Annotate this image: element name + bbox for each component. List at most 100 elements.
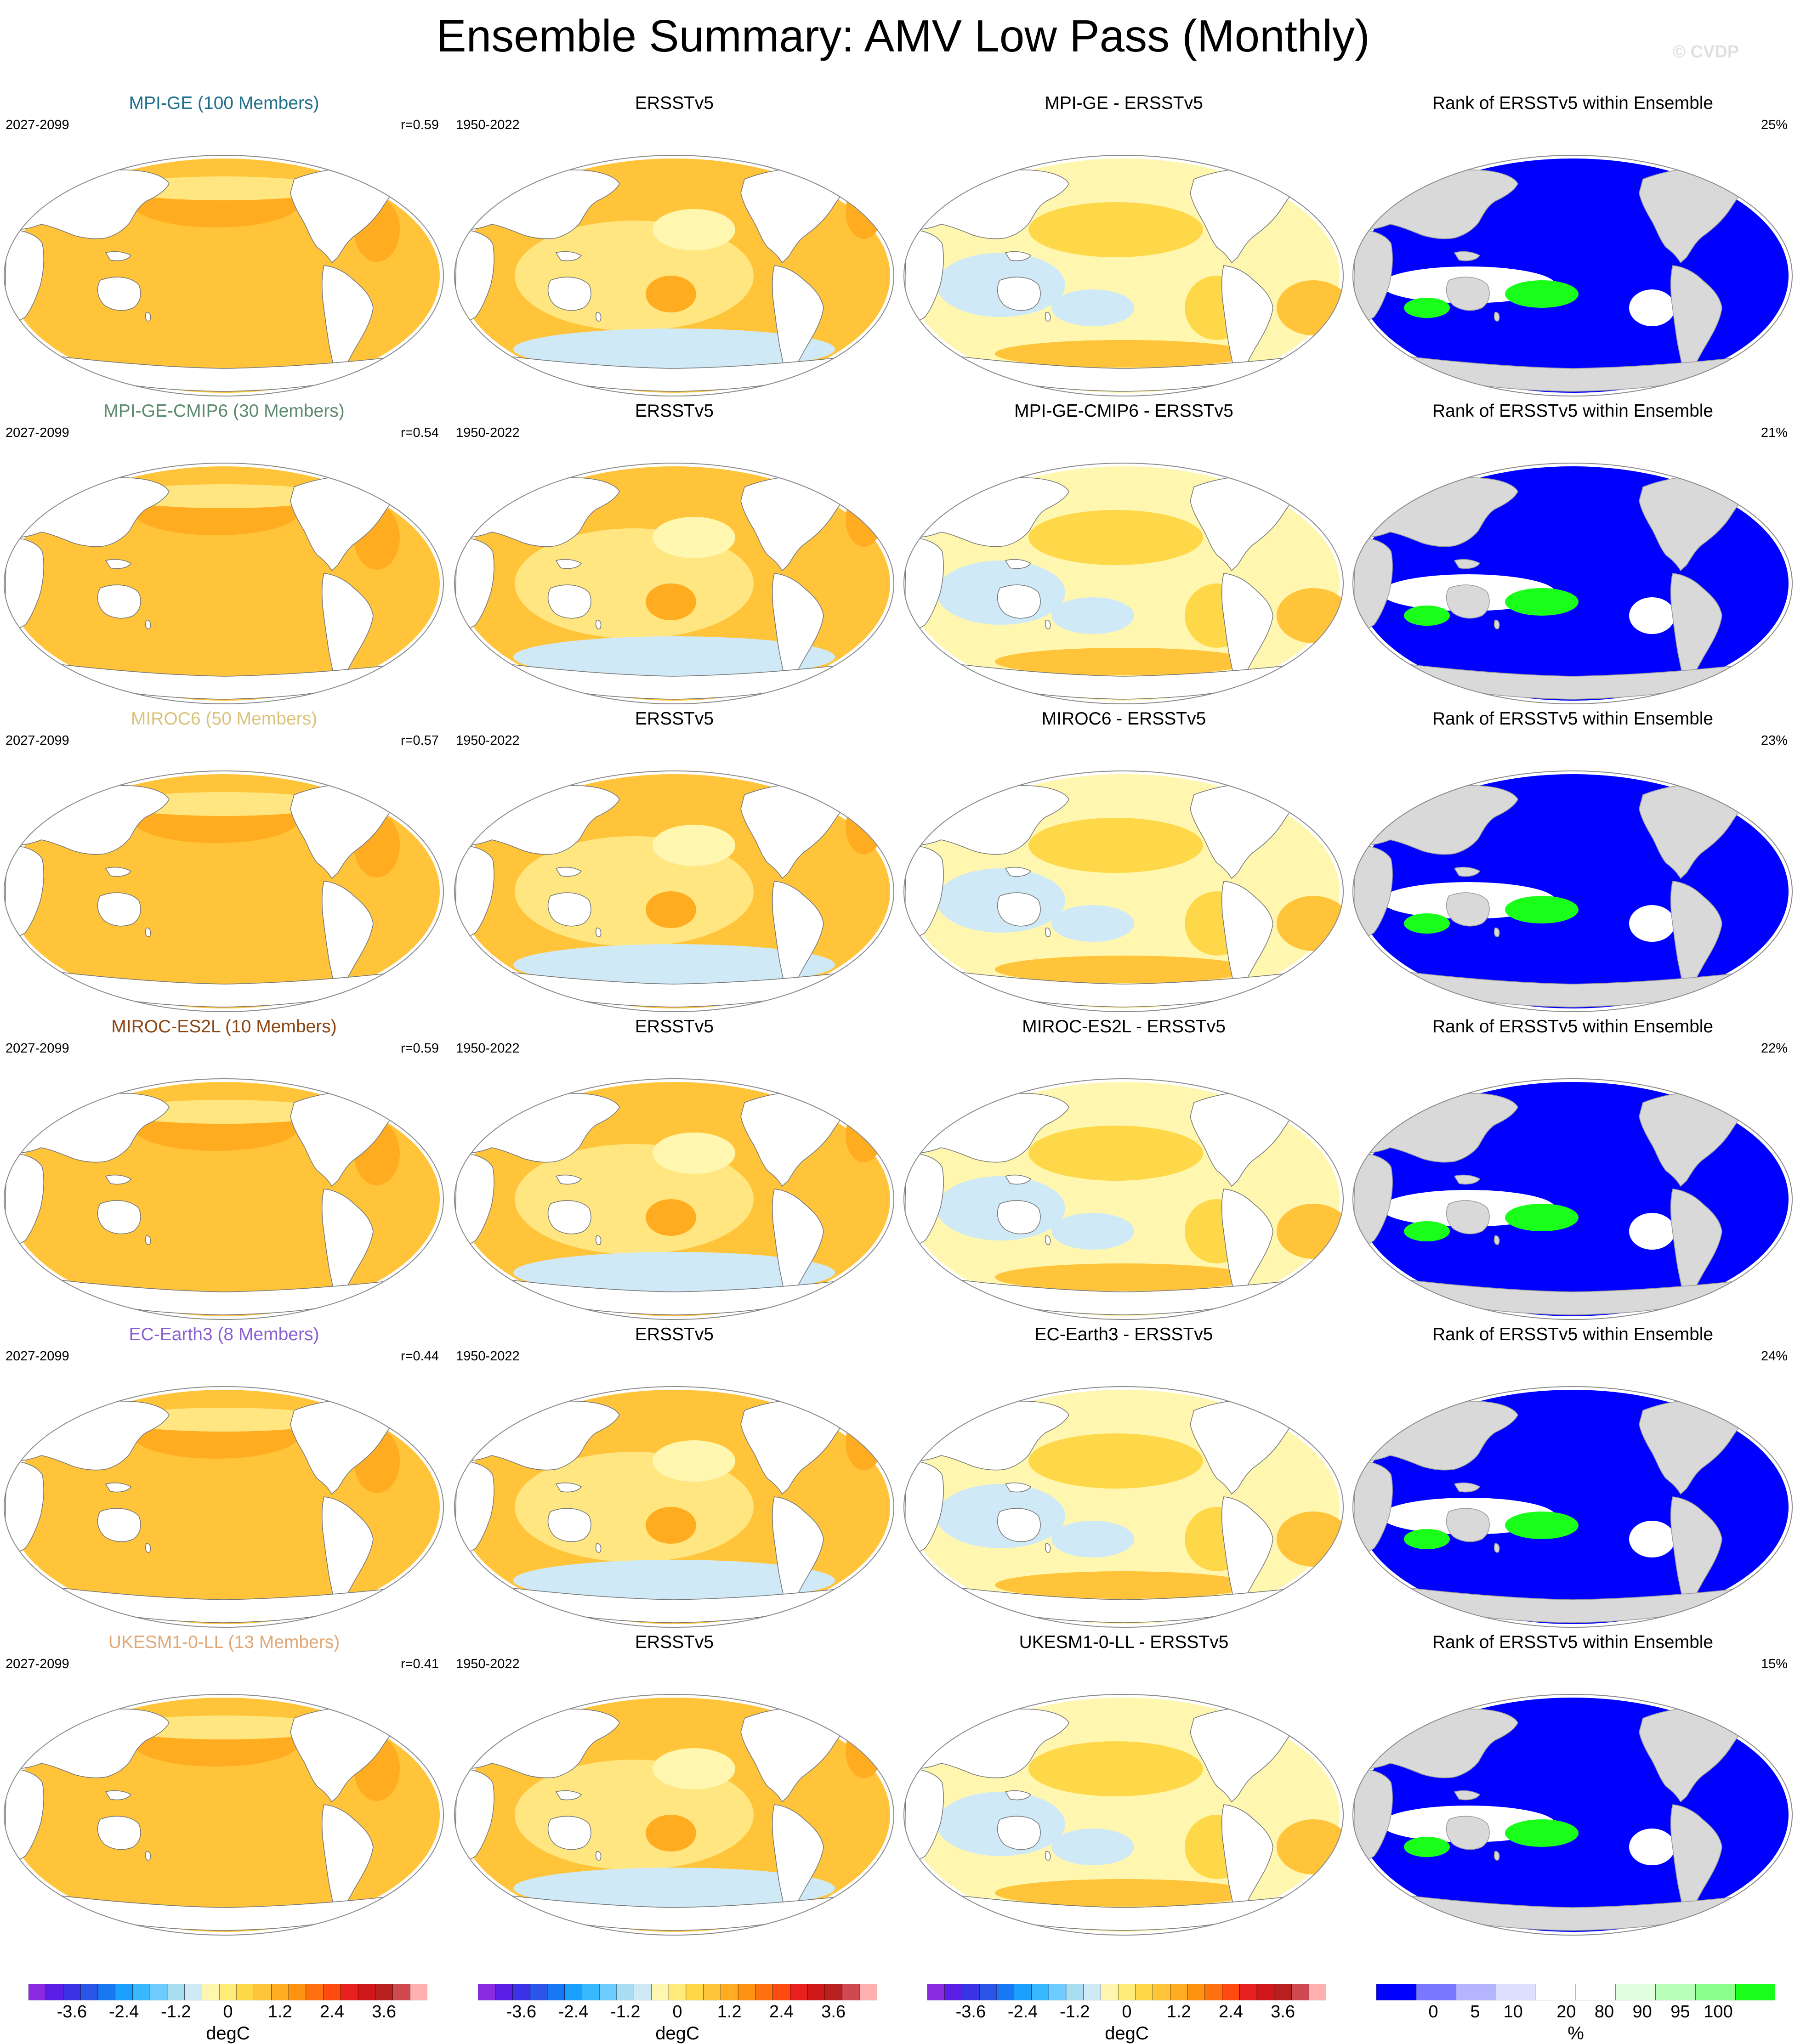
colorbar-tick-label: -1.2 [610,2002,641,2021]
colorbar-swatch [1535,1983,1576,2001]
field-patch [653,517,735,558]
colorbar-swatch [28,1983,46,2001]
colorbar-swatch [1575,1983,1616,2001]
colorbar-swatch [582,1983,600,2001]
colorbar-tick-label: -2.4 [108,2002,139,2021]
continent-shape [838,165,867,181]
colorbar-units: degC [655,2023,699,2044]
ocean-field [5,159,440,393]
field-patch [1028,202,1203,257]
continent-shape [388,1704,416,1720]
pattern-correlation: r=0.57 [400,733,439,748]
observed-panel: ERSSTv5 1950-2022 [450,1631,898,1940]
map-outline [1352,770,1793,1012]
field-patch [513,636,835,678]
field-patch [1277,280,1343,335]
continent-shape [555,251,582,261]
anomaly-colorbar: -3.6 -2.4 -1.2 0 1.2 2.4 3.6 degC [927,1983,1327,2044]
continent-shape [595,927,602,937]
continent-shape [1045,619,1051,629]
colorbar-swatch [495,1983,513,2001]
land-mask [904,781,1316,1008]
field-patch [653,825,735,866]
ocean-field [455,1390,890,1624]
map-outline [4,770,444,1012]
continent-shape [1454,1790,1481,1801]
rank-percent: 25% [1761,118,1788,132]
ocean-field [5,466,440,701]
colorbar-swatch [323,1983,341,2001]
continent-shape [1494,1235,1500,1245]
difference-panel: MPI-GE - ERSSTv5 [900,92,1348,401]
difference-panel: EC-Earth3 - ERSSTv5 [900,1323,1348,1632]
map-outline [454,1386,894,1628]
continent-shape [595,1851,602,1861]
colorbar-swatch [1066,1983,1084,2001]
map-outline [903,1386,1344,1628]
colorbar-swatch [288,1983,307,2001]
rank-panel: Rank of ERSSTv5 within Ensemble 21% [1349,400,1797,708]
continent-shape [997,1816,1041,1850]
rank-map [1352,1078,1793,1320]
observed-map [454,463,894,704]
ocean-field [5,1698,440,1932]
rank-map [1352,1386,1793,1628]
colorbar-swatch [668,1983,687,2001]
field-patch [1629,289,1675,326]
continent-shape [388,1089,416,1104]
colorbar-units: degC [1105,2023,1149,2044]
rank-map [1352,463,1793,704]
continent-shape [145,619,151,629]
continent-shape [1446,892,1490,927]
continent-shape [595,1235,602,1245]
panel-title: MPI-GE - ERSSTv5 [1045,93,1203,113]
observed-map [454,155,894,396]
colorbar-swatch [807,1983,825,2001]
continent-shape [547,277,591,311]
colorbar-swatch [564,1983,583,2001]
colorbar-swatch [184,1983,203,2001]
colorbar-tick-label: 80 [1594,2002,1614,2021]
continent-shape [1737,1089,1765,1104]
colorbar-swatch [755,1983,773,2001]
colorbar-swatch [772,1983,791,2001]
ocean-field [904,1082,1343,1316]
panel-title: Rank of ERSSTv5 within Ensemble [1432,709,1714,729]
model-map [4,1078,444,1320]
continent-shape [105,866,132,877]
field-patch [1404,1837,1450,1857]
model-panel: MIROC-ES2L (10 Members) 2027-2099 r=0.59 [0,1015,448,1324]
field-patch [646,276,696,312]
observed-panel: ERSSTv5 1950-2022 [450,1015,898,1324]
rank-map [1352,770,1793,1012]
colorbar-swatch [1153,1983,1171,2001]
continent-shape [547,1508,591,1542]
field-patch [513,1252,835,1293]
continent-shape [1446,277,1490,311]
colorbar-tick-label: -2.4 [1007,2002,1038,2021]
colorbar-swatch [1256,1983,1275,2001]
colorbar-swatch [979,1983,997,2001]
pattern-correlation: r=0.59 [400,118,439,132]
colorbar-swatch [1291,1983,1310,2001]
rank-percent: 24% [1761,1349,1788,1364]
difference-map [903,1386,1344,1628]
map-outline [903,1078,1344,1320]
colorbar-swatch [1083,1983,1102,2001]
continent-shape [1454,251,1481,261]
map-outline [1352,1078,1793,1320]
continent-shape [1045,311,1051,322]
cvdp-watermark: © CVDP [1673,42,1739,62]
continent-shape [97,277,141,311]
observed-map [454,1386,894,1628]
continent-shape [1494,311,1500,322]
continent-shape [1494,1543,1500,1553]
continent-shape [595,1543,602,1553]
colorbar-tick-label: 0 [672,2002,682,2021]
model-map [4,155,444,396]
continent-shape [145,1851,151,1861]
obs-period: 1950-2022 [456,118,520,132]
map-outline [454,1694,894,1936]
ocean-field [1353,159,1789,393]
continent-shape [97,1200,141,1234]
